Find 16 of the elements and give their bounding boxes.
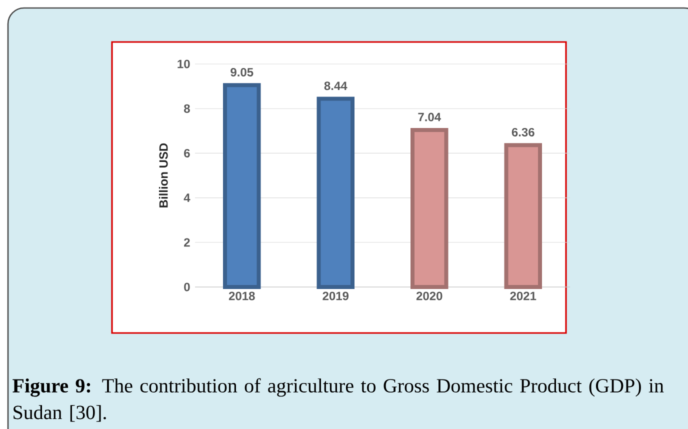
y-axis-title: Billion USD bbox=[158, 143, 168, 208]
x-tick-label: 2021 bbox=[510, 292, 536, 300]
y-tick-label: 2 bbox=[184, 238, 190, 247]
data-label: 6.36 bbox=[512, 128, 534, 136]
y-tick-label: 0 bbox=[184, 282, 190, 292]
data-label: 9.05 bbox=[230, 68, 254, 76]
x-tick-label: 2018 bbox=[228, 292, 255, 300]
x-tick-label: 2020 bbox=[416, 292, 442, 300]
y-tick-label: 8 bbox=[184, 104, 190, 113]
data-label: 8.44 bbox=[324, 82, 348, 90]
text: Figure 9: The contribution of agriculture to Gross Domestic Product (GDP) in Sudan [30]. bbox=[12, 378, 664, 422]
data-label: 7.04 bbox=[418, 112, 441, 122]
y-tick-label: 6 bbox=[184, 148, 190, 158]
y-tick-label: 10 bbox=[178, 60, 190, 68]
x-tick-label: 2019 bbox=[322, 292, 349, 300]
y-tick-label: 4 bbox=[184, 194, 190, 202]
